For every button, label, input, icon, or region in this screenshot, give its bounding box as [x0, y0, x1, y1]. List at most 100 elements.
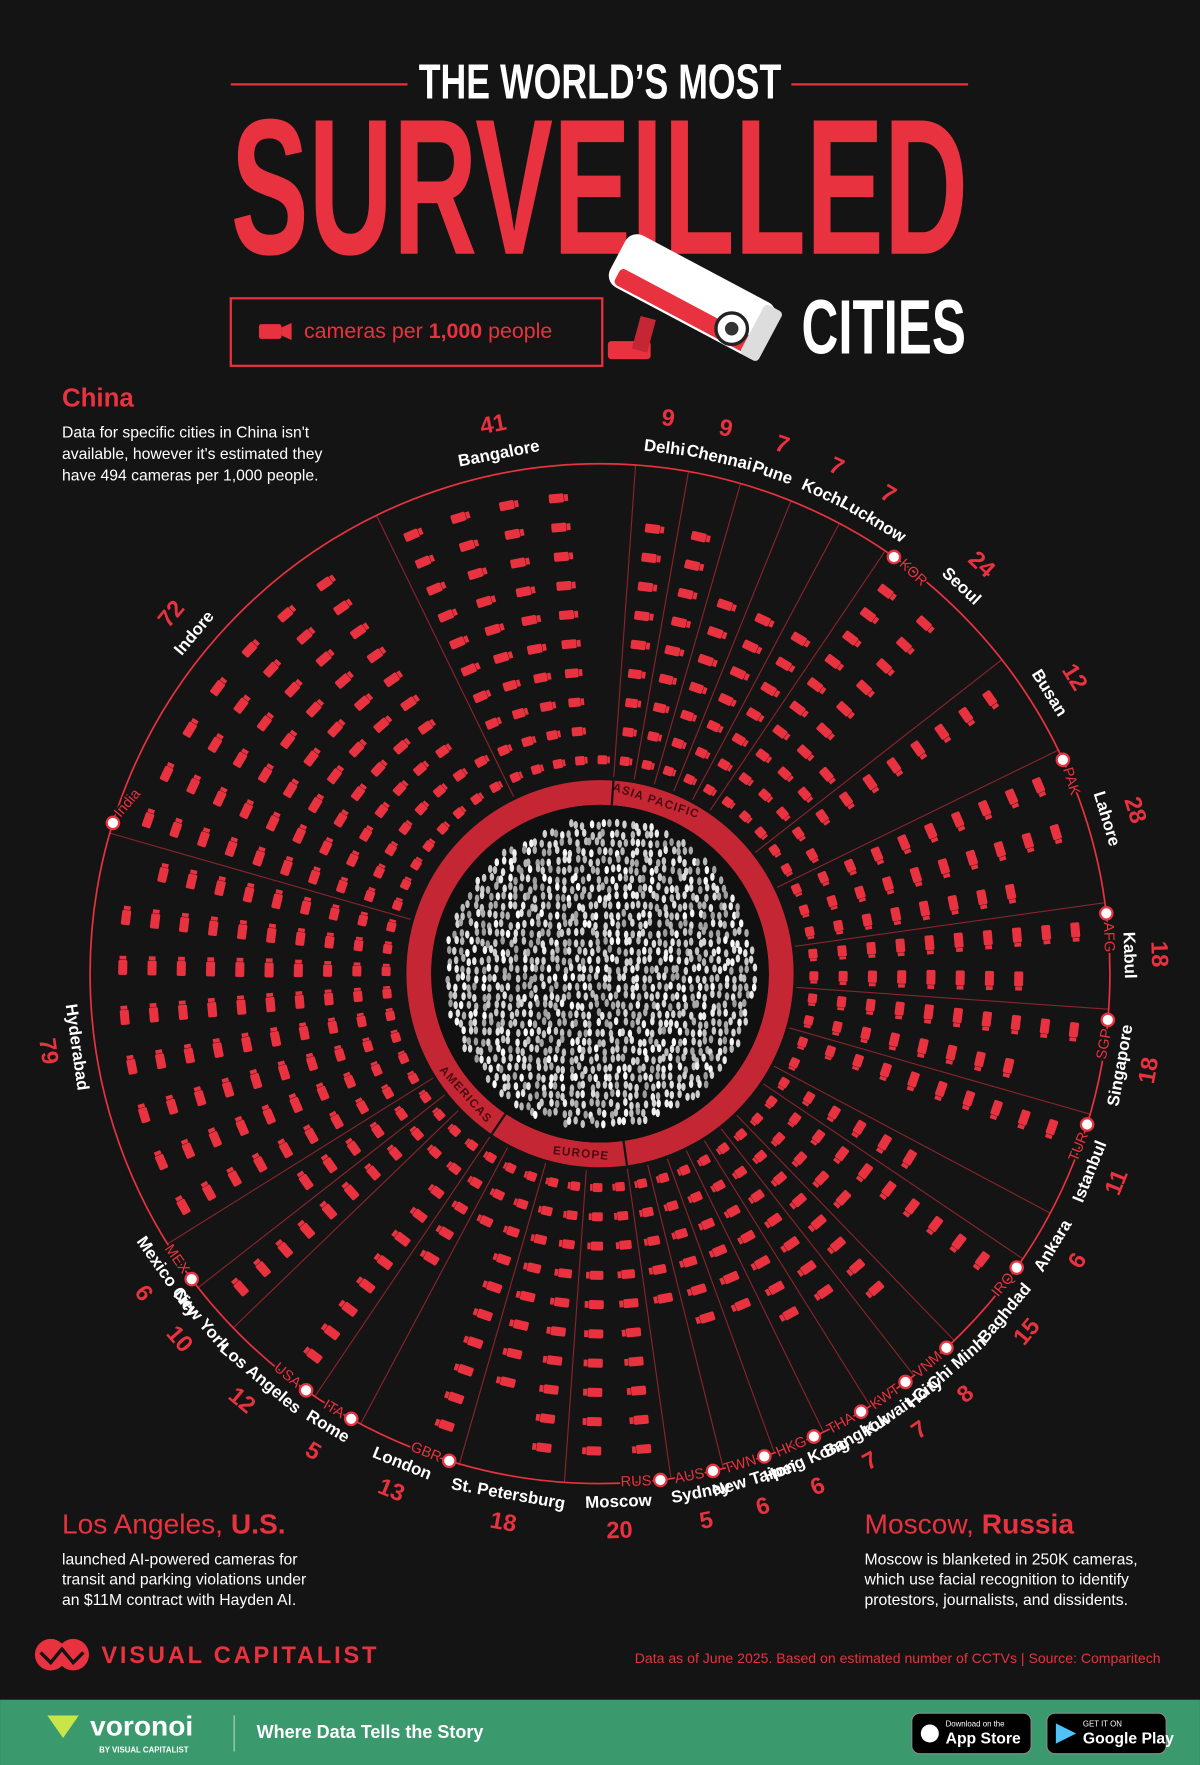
camera-body — [783, 1236, 800, 1251]
crowd-person — [711, 1017, 716, 1027]
camera-body — [1005, 788, 1019, 805]
crowd-person — [549, 992, 555, 1001]
crowd-person — [472, 982, 477, 991]
camera-body — [241, 641, 258, 658]
legend-bold: 1,000 — [429, 319, 483, 343]
camera-body — [126, 1058, 138, 1075]
crowd-person — [567, 1109, 573, 1118]
crowd-person — [494, 1008, 499, 1017]
crowd-person — [528, 1001, 533, 1010]
crowd-person — [505, 982, 511, 991]
camera-icon — [521, 735, 537, 748]
crowd-person — [616, 1065, 622, 1074]
camera-body — [990, 1099, 1003, 1117]
crowd-person — [630, 918, 635, 927]
camera-body — [735, 1128, 748, 1141]
camera-lens — [513, 500, 519, 508]
camera-lens — [383, 985, 390, 989]
crowd-person — [580, 1071, 585, 1080]
camera-lens — [360, 911, 368, 916]
crowd-person — [703, 1080, 709, 1089]
camera-body — [765, 1095, 778, 1108]
camera-body — [277, 1242, 293, 1258]
crowd-person — [677, 855, 682, 864]
crowd-person — [590, 927, 596, 936]
crowd-person — [683, 966, 689, 976]
camera-icon — [900, 1149, 917, 1170]
crowd-person — [474, 921, 479, 930]
play-button[interactable] — [1046, 1712, 1167, 1755]
crowd-person — [668, 1019, 674, 1028]
camera-lens — [207, 1127, 216, 1134]
crowd-person — [522, 993, 527, 1003]
country-code: AFG — [1100, 922, 1117, 953]
camera-body — [283, 781, 298, 799]
camera-icon — [472, 1307, 493, 1322]
camera-icon — [381, 963, 391, 977]
crowd-person — [547, 847, 552, 857]
camera-body — [149, 913, 161, 929]
camera-icon — [451, 1200, 469, 1215]
crowd-person — [730, 920, 735, 929]
camera-icon — [207, 916, 219, 937]
crowd-person — [488, 901, 493, 910]
camera-icon — [264, 958, 274, 978]
camera-lens — [807, 935, 815, 940]
camera-lens — [180, 1138, 189, 1145]
crowd-person — [487, 984, 492, 993]
camera-icon — [584, 1329, 604, 1339]
crowd-person — [676, 947, 682, 956]
crowd-person — [574, 954, 580, 963]
crowd-person — [669, 928, 675, 937]
camera-lens — [898, 984, 905, 988]
camera-lens — [671, 1232, 677, 1240]
camera-body — [738, 772, 752, 785]
camera-icon — [288, 1092, 303, 1113]
camera-icon — [414, 554, 436, 569]
camera-body — [207, 1002, 218, 1018]
camera-body — [506, 1226, 520, 1238]
crowd-person — [512, 935, 518, 944]
camera-icon — [750, 1255, 771, 1271]
crowd-person — [529, 956, 535, 966]
crowd-person — [556, 1039, 562, 1048]
crowd-person — [508, 1045, 513, 1054]
crowd-person — [446, 963, 452, 972]
camera-lens — [289, 729, 298, 737]
camera-icon — [183, 1043, 195, 1064]
crowd-person — [627, 936, 632, 945]
camera-icon — [476, 595, 497, 608]
crowd-person — [507, 1002, 513, 1012]
camera-icon — [283, 778, 300, 799]
crowd-person — [577, 946, 582, 955]
crowd-person — [596, 982, 602, 991]
camera-icon — [472, 689, 492, 704]
camera-lens — [562, 759, 566, 767]
camera-lens — [446, 1160, 453, 1169]
camera-body — [974, 1051, 986, 1068]
crowd-person — [541, 848, 547, 857]
crowd-person — [696, 931, 702, 940]
crowd-person — [486, 1056, 491, 1065]
appstore-button[interactable] — [911, 1712, 1032, 1755]
camera-lens — [401, 779, 409, 787]
value-label: 41 — [478, 410, 509, 441]
crowd-person — [717, 1063, 723, 1072]
camera-body — [395, 1108, 408, 1121]
crowd-person — [573, 1018, 579, 1027]
camera-lens — [868, 983, 876, 987]
crowd-person — [651, 939, 657, 948]
crowd-person — [722, 1000, 728, 1009]
camera-lens — [851, 1131, 859, 1139]
camera-body — [496, 1253, 512, 1266]
camera-body — [738, 810, 751, 823]
crowd-person — [559, 999, 565, 1008]
camera-body — [798, 904, 810, 916]
legend-pre: cameras per — [304, 319, 429, 343]
crowd-person — [569, 1098, 575, 1107]
crowd-person — [546, 928, 551, 937]
camera-icon — [832, 1146, 850, 1165]
crowd-person — [526, 1102, 531, 1111]
crowd-person — [496, 1044, 501, 1053]
crowd-person — [651, 1107, 657, 1116]
